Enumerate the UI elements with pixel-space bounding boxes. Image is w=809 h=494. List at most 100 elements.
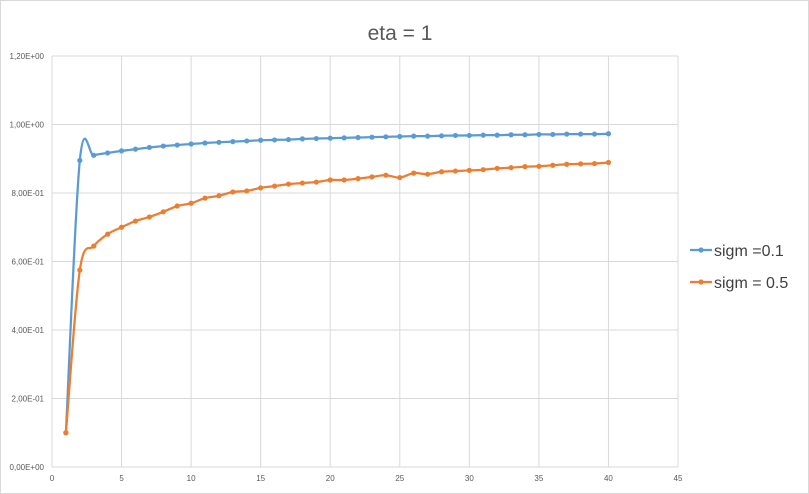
legend-marker bbox=[698, 247, 704, 253]
data-point bbox=[341, 135, 347, 141]
data-point bbox=[494, 165, 500, 171]
data-point bbox=[258, 137, 264, 143]
x-tick-label: 40 bbox=[604, 474, 613, 483]
data-point bbox=[369, 174, 375, 180]
data-point bbox=[160, 143, 166, 149]
data-point bbox=[480, 167, 486, 173]
data-point bbox=[536, 131, 542, 138]
data-point bbox=[550, 162, 556, 168]
legend: sigm =0.1 sigm = 0.5 bbox=[690, 243, 788, 292]
data-point bbox=[508, 132, 514, 138]
data-point bbox=[438, 133, 445, 139]
legend-marker bbox=[698, 279, 704, 285]
data-point bbox=[578, 131, 584, 137]
data-point bbox=[118, 224, 125, 230]
data-point bbox=[383, 134, 389, 140]
data-point bbox=[605, 159, 612, 166]
x-tick-label: 20 bbox=[326, 474, 335, 483]
x-tick-label: 35 bbox=[534, 474, 543, 483]
data-point bbox=[105, 150, 111, 156]
data-point bbox=[522, 164, 528, 170]
data-point bbox=[91, 243, 97, 249]
data-point bbox=[536, 163, 542, 169]
x-tick-label: 25 bbox=[395, 474, 404, 483]
data-point bbox=[285, 136, 292, 143]
data-point bbox=[258, 185, 264, 191]
data-point bbox=[341, 177, 347, 183]
data-point bbox=[411, 133, 417, 139]
data-point bbox=[91, 152, 97, 158]
data-point bbox=[327, 135, 333, 141]
legend-label: sigm = 0.5 bbox=[714, 275, 788, 292]
data-point bbox=[591, 131, 598, 137]
series-1 bbox=[63, 131, 612, 436]
data-point bbox=[578, 161, 584, 167]
data-point bbox=[77, 157, 83, 164]
data-point bbox=[425, 171, 431, 177]
data-point bbox=[355, 134, 361, 141]
data-point bbox=[397, 133, 403, 140]
y-tick-label: 8,00E-01 bbox=[12, 189, 45, 198]
x-tick-label: 45 bbox=[674, 474, 683, 483]
data-point bbox=[132, 146, 139, 152]
data-point bbox=[146, 214, 152, 220]
legend-item: sigm = 0.5 bbox=[690, 275, 788, 292]
data-point bbox=[244, 138, 250, 144]
data-point bbox=[438, 169, 445, 175]
series-line bbox=[64, 132, 609, 433]
data-point bbox=[230, 189, 236, 195]
data-point bbox=[508, 165, 514, 171]
data-point bbox=[369, 134, 375, 140]
data-point bbox=[466, 132, 472, 139]
series-2 bbox=[63, 159, 612, 436]
y-tick-label: 1,00E+00 bbox=[10, 121, 45, 130]
data-point bbox=[411, 170, 417, 176]
y-tick-label: 4,00E-01 bbox=[12, 326, 45, 335]
data-point bbox=[327, 177, 333, 183]
data-point bbox=[383, 172, 389, 178]
y-tick-label: 6,00E-01 bbox=[12, 258, 45, 267]
data-point bbox=[216, 193, 222, 199]
data-point bbox=[174, 142, 180, 148]
series-layer bbox=[63, 131, 612, 436]
axes: 0 5 10 15 20 25 30 35 40 45 0,00E+00 2,00E-01 4,00E-… bbox=[10, 52, 683, 483]
data-point bbox=[146, 144, 152, 151]
x-tick-label: 10 bbox=[187, 474, 196, 483]
data-point bbox=[452, 168, 459, 174]
y-tick-label: 0,00E+00 bbox=[10, 463, 45, 472]
x-tick-label: 5 bbox=[119, 474, 124, 483]
data-point bbox=[63, 430, 69, 436]
data-point bbox=[271, 183, 278, 189]
data-point bbox=[77, 267, 83, 273]
data-point bbox=[244, 188, 250, 194]
data-point bbox=[271, 137, 278, 143]
legend-label: sigm =0.1 bbox=[714, 243, 784, 260]
chart-title: eta = 1 bbox=[368, 22, 433, 45]
data-point bbox=[480, 132, 486, 138]
data-point bbox=[160, 209, 166, 215]
gridlines bbox=[51, 55, 679, 468]
data-point bbox=[285, 181, 292, 187]
data-point bbox=[216, 139, 222, 145]
data-point bbox=[202, 195, 208, 201]
data-point bbox=[313, 135, 319, 142]
data-point bbox=[299, 136, 305, 142]
data-point bbox=[564, 131, 570, 137]
series-line bbox=[64, 161, 609, 433]
x-tick-label: 15 bbox=[256, 474, 265, 483]
data-point bbox=[550, 131, 556, 138]
y-tick-label: 2,00E-01 bbox=[12, 395, 45, 404]
data-point bbox=[564, 161, 570, 167]
data-point bbox=[299, 180, 305, 186]
data-point bbox=[188, 200, 194, 206]
data-point bbox=[105, 231, 111, 237]
data-point bbox=[132, 218, 139, 224]
data-point bbox=[452, 132, 459, 139]
data-point bbox=[425, 133, 431, 139]
data-point bbox=[466, 167, 472, 173]
legend-item: sigm =0.1 bbox=[690, 243, 784, 260]
data-point bbox=[118, 148, 125, 154]
data-point bbox=[397, 174, 403, 181]
